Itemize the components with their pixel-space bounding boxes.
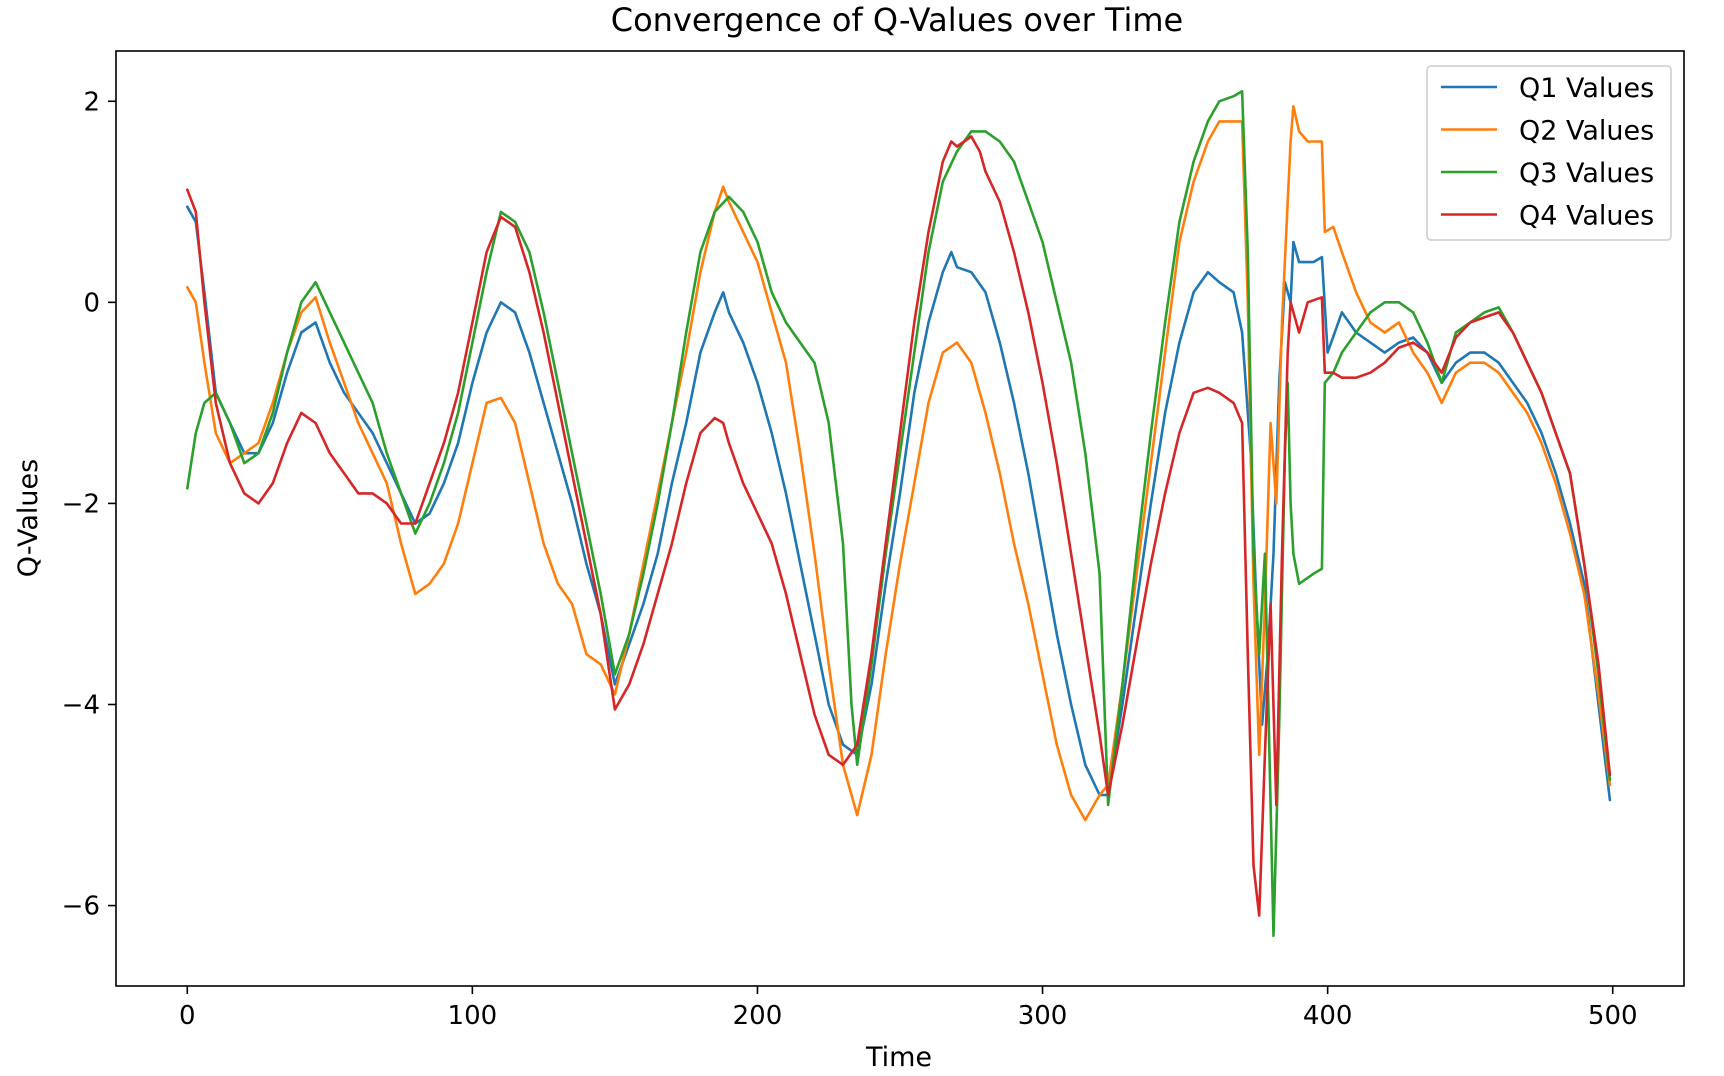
chart-title: Convergence of Q-Values over Time	[611, 1, 1183, 39]
x-tick-label: 0	[179, 1001, 196, 1031]
x-tick-label: 400	[1303, 1001, 1353, 1031]
x-axis-label: Time	[865, 1042, 932, 1073]
x-tick-label: 500	[1588, 1001, 1638, 1031]
series-line-q1	[186, 205, 1612, 802]
plot-area-frame	[115, 50, 1685, 987]
legend-label-q1: Q1 Values	[1519, 73, 1654, 104]
y-tick-label: 0	[83, 288, 100, 318]
legend-label-q4: Q4 Values	[1519, 201, 1654, 232]
x-tick-label: 200	[733, 1001, 783, 1031]
legend-box	[1426, 65, 1672, 241]
y-axis-label: Q-Values	[13, 459, 44, 577]
y-tick-label: −6	[62, 892, 100, 922]
x-tick-label: 100	[448, 1001, 498, 1031]
legend-label-q2: Q2 Values	[1519, 116, 1654, 147]
x-axis: 0 100 200 300 400 500	[179, 986, 1638, 1031]
y-tick-label: −4	[62, 690, 100, 720]
series-line-q2	[186, 105, 1612, 822]
series-layer	[186, 89, 1612, 937]
x-tick-label: 300	[1018, 1001, 1068, 1031]
legend-label-q3: Q3 Values	[1519, 158, 1654, 189]
y-tick-label: −2	[62, 489, 100, 519]
series-line-q4	[186, 135, 1612, 917]
y-axis: −6 −4 −2 0 2	[62, 87, 116, 922]
legend: Q1 Values Q2 Values Q3 Values Q4 Values	[1426, 65, 1672, 241]
y-tick-label: 2	[83, 87, 100, 117]
